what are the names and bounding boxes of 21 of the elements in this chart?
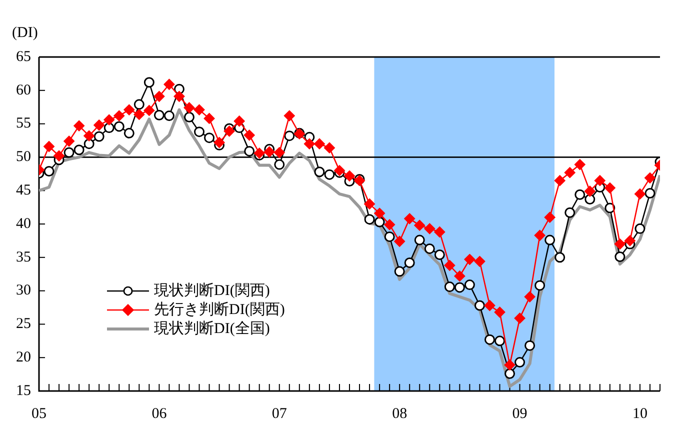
y-tick-label: 55 bbox=[16, 116, 31, 132]
y-tick-label: 30 bbox=[16, 282, 31, 299]
legend-label: 現状判断DI(関西) bbox=[154, 282, 270, 299]
y-tick-label: 45 bbox=[16, 182, 31, 199]
x-tick-label: 07 bbox=[272, 406, 288, 422]
x-tick-label: 06 bbox=[152, 406, 168, 422]
y-tick-label: 20 bbox=[16, 350, 31, 366]
x-tick-label: 08 bbox=[392, 406, 408, 422]
y-tick-label: 25 bbox=[16, 316, 31, 332]
x-tick-label: 09 bbox=[512, 406, 528, 422]
y-tick-label: 50 bbox=[16, 149, 31, 166]
x-tick-label: 05 bbox=[32, 406, 46, 422]
y-axis-title: (DI) bbox=[12, 24, 38, 41]
y-tick-label: 15 bbox=[16, 382, 31, 399]
x-tick-label: 10 bbox=[632, 406, 648, 422]
y-tick-label: 35 bbox=[16, 249, 31, 266]
legend-label: 現状判断DI(全国) bbox=[154, 320, 270, 337]
legend-label: 先行き判断DI(関西) bbox=[154, 300, 285, 318]
y-tick-label: 65 bbox=[16, 48, 31, 65]
y-tick-label: 60 bbox=[16, 82, 31, 98]
y-tick-label: 40 bbox=[16, 216, 31, 232]
